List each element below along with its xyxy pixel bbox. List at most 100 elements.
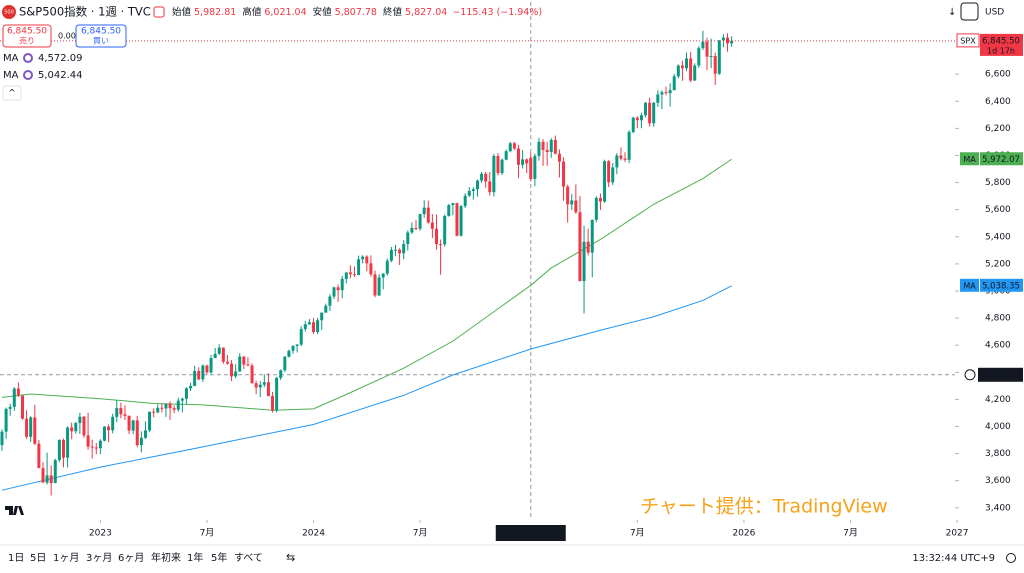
candle-body (508, 143, 512, 152)
price-tag-name: MA (963, 155, 976, 164)
range-button[interactable]: 5日 (30, 553, 46, 564)
buy-button[interactable] (75, 24, 127, 48)
y-tick-label: 4,600 (985, 341, 1011, 351)
candle-body (143, 430, 147, 438)
candle-body (598, 197, 602, 202)
candle-body (484, 173, 488, 182)
symbol-title[interactable]: S&P500指数 · 1週 · TVC (19, 5, 151, 19)
candle-body (541, 141, 545, 150)
ma-icon (23, 70, 33, 80)
clock: 13:32:44 UTC+9 (912, 553, 995, 564)
range-button[interactable]: 1日 (8, 553, 24, 564)
candle-body (439, 244, 443, 246)
candle-body (283, 356, 287, 371)
candle-body (209, 358, 213, 373)
candle-body (402, 243, 406, 254)
candle-body (61, 439, 65, 458)
tv-logo (5, 506, 24, 515)
crosshair-plus-icon[interactable] (964, 369, 976, 381)
price-tag-value: 6,845.50 (982, 36, 1020, 46)
candle-body (168, 403, 172, 409)
ma-value: 4,572.09 (38, 53, 83, 64)
currency[interactable]: USD (985, 8, 1004, 18)
candle-body (644, 102, 648, 116)
settings-icon[interactable] (1006, 553, 1016, 563)
candle-body (148, 411, 152, 431)
candle-body (635, 117, 639, 121)
candle-body (29, 417, 33, 437)
alert-icon[interactable] (153, 6, 165, 18)
candle-body (139, 437, 143, 446)
candle-body (582, 241, 586, 281)
candle-body (381, 273, 385, 278)
candle-body (512, 143, 516, 149)
candle-body (82, 416, 86, 436)
candle-body (16, 388, 20, 396)
candle-body (234, 371, 238, 377)
candle-body (131, 420, 135, 431)
candle-body (631, 117, 635, 133)
candle-body (726, 37, 730, 44)
candle-body (373, 274, 377, 296)
candle-body (53, 460, 57, 484)
spread: 0.00 (58, 32, 76, 41)
ma-value: 5,042.44 (38, 70, 83, 81)
candle-body (578, 212, 582, 281)
candle-body (20, 395, 24, 419)
candle-body (488, 181, 492, 193)
plot: 3,4003,6003,8004,0004,2004,4004,6004,800… (0, 2, 1023, 541)
collapse-icon: ^ (8, 89, 16, 99)
candle-body (33, 417, 37, 444)
buy-label: 買い (93, 37, 109, 46)
price-tag-value: 5,972.07 (982, 155, 1020, 165)
sell-button[interactable] (2, 24, 52, 48)
candle-body (102, 426, 106, 441)
range-button[interactable]: 3ヶ月 (86, 552, 112, 564)
candle-body (287, 350, 291, 357)
candle-body (320, 312, 324, 321)
candle-body (332, 287, 336, 297)
range-button[interactable]: 5年 (211, 551, 227, 564)
sell-label: 売り (19, 36, 35, 46)
candle-body (504, 151, 508, 160)
range-button[interactable]: すべて (234, 552, 263, 564)
layout-button[interactable] (960, 2, 979, 21)
y-tick-label: 3,800 (985, 449, 1011, 459)
candle-body (668, 90, 672, 94)
candle-body (709, 56, 713, 58)
candle-body (463, 195, 467, 207)
candle-body (627, 132, 631, 160)
range-bar: 1日 5日 1ヶ月 3ヶ月 6ヶ月 年初来 1年 5年 すべて (8, 551, 263, 564)
date-range-icon[interactable]: ⇆ (286, 551, 295, 564)
candle-body (521, 159, 525, 165)
candle-body (685, 58, 689, 69)
candle-body (492, 156, 496, 193)
candle-body (221, 347, 225, 362)
sell-price: 6,845.50 (7, 27, 47, 37)
range-button[interactable]: 1年 (187, 551, 203, 564)
candle-body (553, 139, 557, 154)
y-tick-label: 3,600 (985, 476, 1011, 486)
candle-body (250, 365, 254, 384)
logo-text: 500 (4, 10, 14, 16)
range-button[interactable]: 年初来 (151, 551, 181, 564)
range-button[interactable]: 1ヶ月 (53, 552, 79, 564)
candle-body (316, 320, 320, 333)
candle-body (455, 203, 459, 236)
crosshair-date: 2025-01-06 (月) (497, 529, 564, 539)
candle-body (664, 92, 668, 94)
candle-body (4, 408, 8, 432)
y-tick-label: 6,400 (985, 97, 1011, 107)
range-button[interactable]: 6ヶ月 (118, 552, 144, 564)
down-arrow-icon[interactable]: ↓ (948, 7, 956, 18)
x-tick-label: 2026 (732, 529, 755, 539)
y-tick-label: 5,600 (985, 205, 1011, 215)
candle-body (451, 203, 455, 206)
candle-body (201, 365, 205, 380)
x-tick-label: 2023 (89, 529, 112, 539)
candle-body (37, 443, 41, 469)
collapse-button[interactable] (2, 85, 22, 101)
candle-body (324, 305, 328, 313)
candle-body (357, 259, 361, 276)
